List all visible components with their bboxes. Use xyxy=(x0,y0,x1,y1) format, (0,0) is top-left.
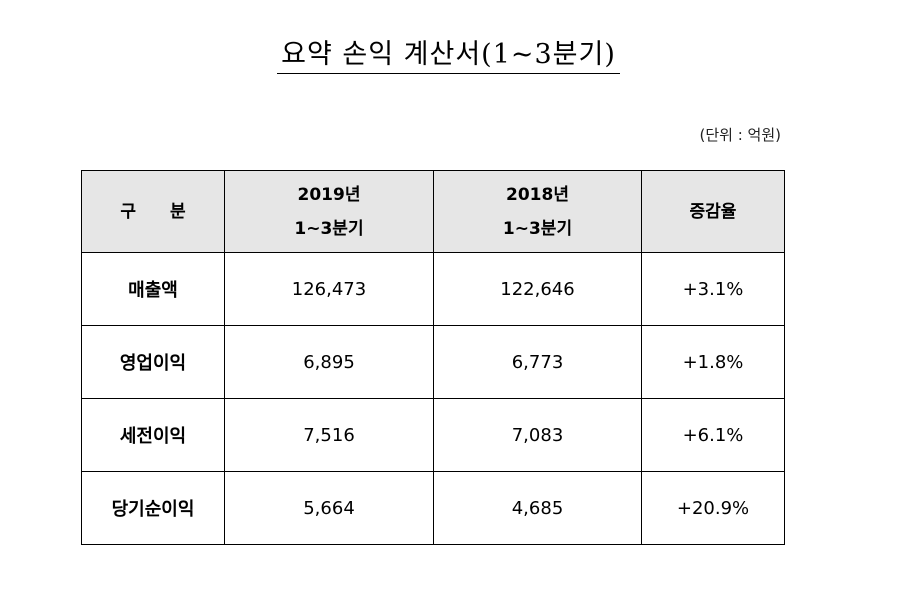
table-row: 영업이익 6,895 6,773 +1.8% xyxy=(81,325,785,399)
value-2019: 5,664 xyxy=(224,471,434,545)
header-change-rate: 증감율 xyxy=(641,170,785,253)
header-category: 구 분 xyxy=(81,170,225,253)
value-2018: 6,773 xyxy=(433,325,642,399)
row-label: 영업이익 xyxy=(81,325,225,399)
header-category-label: 구 분 xyxy=(120,201,200,222)
header-2018: 2018년 1~3분기 xyxy=(433,170,642,253)
document-title: 요약 손익 계산서(1~3분기) xyxy=(277,32,620,74)
header-2018-year: 2018년 xyxy=(506,184,569,205)
header-2019-period: 1~3분기 xyxy=(294,218,364,239)
value-2018: 4,685 xyxy=(433,471,642,545)
value-2019: 6,895 xyxy=(224,325,434,399)
header-row: 구 분 2019년 1~3분기 2018년 1~3분기 증감율 xyxy=(81,170,785,253)
header-2018-period: 1~3분기 xyxy=(502,218,573,239)
value-change: +3.1% xyxy=(641,252,785,326)
row-label: 당기순이익 xyxy=(81,471,225,545)
value-change: +1.8% xyxy=(641,325,785,399)
table-row: 매출액 126,473 122,646 +3.1% xyxy=(81,252,785,326)
title-wrapper: 요약 손익 계산서(1~3분기) xyxy=(0,32,897,74)
table-row: 당기순이익 5,664 4,685 +20.9% xyxy=(81,471,785,545)
row-label: 매출액 xyxy=(81,252,225,326)
income-summary-table: 구 분 2019년 1~3분기 2018년 1~3분기 증감율 매출액 126,… xyxy=(81,170,785,545)
table-row: 세전이익 7,516 7,083 +6.1% xyxy=(81,398,785,472)
value-2019: 126,473 xyxy=(224,252,434,326)
header-2019: 2019년 1~3분기 xyxy=(224,170,434,253)
value-2018: 122,646 xyxy=(433,252,642,326)
value-2018: 7,083 xyxy=(433,398,642,472)
row-label: 세전이익 xyxy=(81,398,225,472)
unit-note: (단위 : 억원) xyxy=(699,126,782,144)
value-change: +6.1% xyxy=(641,398,785,472)
header-2019-year: 2019년 xyxy=(297,184,361,205)
value-change: +20.9% xyxy=(641,471,785,545)
value-2019: 7,516 xyxy=(224,398,434,472)
header-change-rate-label: 증감율 xyxy=(689,201,737,222)
